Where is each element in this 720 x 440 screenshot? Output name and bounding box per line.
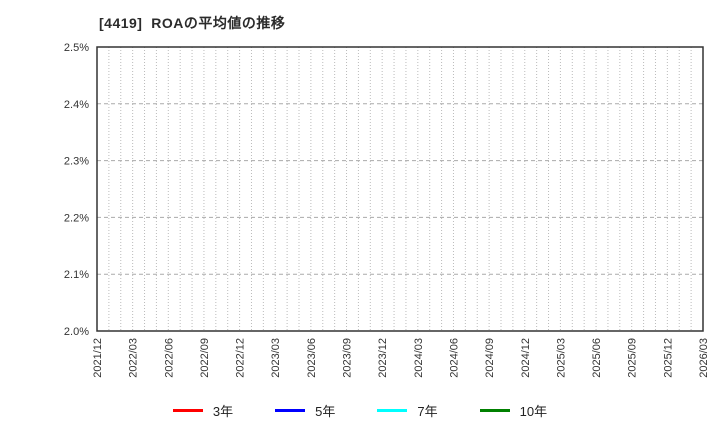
- legend-label: 3年: [212, 404, 234, 419]
- y-tick-label: 2.4%: [64, 99, 89, 111]
- x-tick-label: 2024/06: [448, 338, 460, 378]
- chart-title: [4419] ROAの平均値の推移: [99, 15, 286, 31]
- chart-legend: 3年 5年 7年 10年: [0, 401, 720, 420]
- x-tick-label: 2022/03: [128, 338, 140, 378]
- legend-item: 3年: [172, 401, 234, 420]
- x-tick-label: 2025/09: [627, 338, 639, 378]
- legend-item: 10年: [479, 401, 548, 420]
- plot-border: [96, 46, 704, 332]
- x-tick-label: 2023/03: [270, 338, 282, 378]
- legend-label: 5年: [315, 404, 336, 419]
- legend-label: 7年: [417, 404, 438, 419]
- x-tick-label: 2024/12: [520, 338, 532, 378]
- legend-line-swatch: [377, 409, 408, 412]
- x-tick-label: 2023/09: [342, 338, 354, 378]
- y-tick-label: 2.3%: [64, 156, 89, 168]
- x-tick-label: 2025/06: [591, 338, 603, 378]
- x-tick-label: 2024/03: [413, 338, 425, 378]
- x-tick-label: 2025/03: [555, 338, 567, 378]
- y-tick-label: 2.1%: [64, 269, 89, 281]
- legend-item: 7年: [377, 401, 438, 420]
- x-tick-label: 2024/09: [484, 338, 496, 378]
- legend-label: 10年: [519, 404, 548, 419]
- y-tick-label: 2.5%: [64, 42, 89, 54]
- legend-line-swatch: [275, 409, 306, 412]
- x-tick-label: 2025/12: [662, 338, 674, 378]
- x-tick-label: 2022/09: [199, 338, 211, 378]
- x-tick-label: 2022/06: [163, 338, 175, 378]
- x-tick-label: 2022/12: [235, 338, 247, 378]
- x-tick-label: 2023/06: [306, 338, 318, 378]
- legend-line-swatch: [479, 409, 510, 412]
- x-tick-label: 2026/03: [698, 338, 710, 378]
- y-tick-label: 2.2%: [64, 212, 89, 224]
- x-tick-label: 2021/12: [92, 338, 104, 378]
- legend-line-swatch: [172, 409, 203, 412]
- x-tick-label: 2023/12: [377, 338, 389, 378]
- legend-item: 5年: [275, 401, 335, 420]
- y-tick-label: 2.0%: [64, 326, 89, 338]
